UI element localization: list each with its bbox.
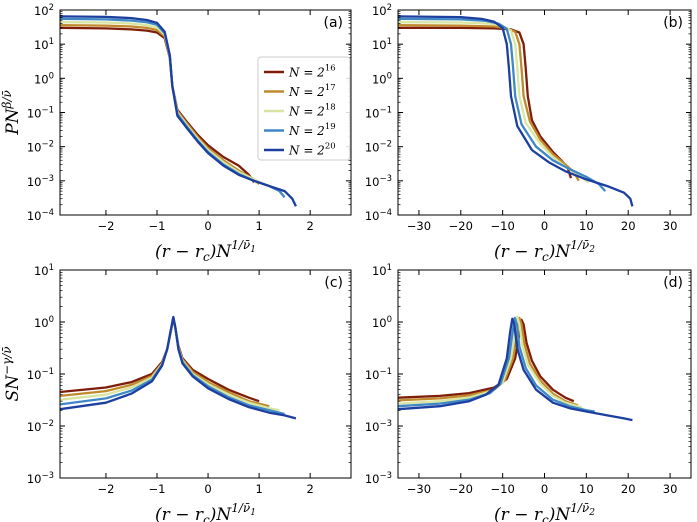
y-axis-label: PNβ/ν̄ (0, 90, 23, 136)
y-tick-label: 101 (34, 37, 54, 52)
x-tick-label: 20 (621, 219, 636, 233)
y-tick-label: 101 (34, 263, 54, 278)
x-tick-label: −10 (491, 219, 515, 233)
series-line-20 (398, 317, 633, 422)
y-tick-label: 10−1 (365, 106, 392, 121)
panel-a: −2 −1 0 1 2 10−4 10−3 10−2 10−1 100 101 102 (a) (r − … (0, 3, 352, 264)
legend-box (257, 56, 351, 161)
series-line-20 (398, 15, 634, 207)
x-tick-label: 0 (204, 482, 211, 496)
x-tick-label: −10 (491, 482, 515, 496)
x-tick-label: 20 (621, 482, 636, 496)
x-tick-label: −30 (407, 482, 431, 496)
x-tick-label: 0 (541, 219, 548, 233)
y-tick-label: 100 (34, 71, 54, 86)
y-tick-label: 10−1 (27, 367, 54, 382)
legend-entry: N = 218 (288, 103, 336, 119)
y-tick-label: 101 (372, 263, 392, 278)
x-tick-label: 10 (579, 219, 594, 233)
series-line-18 (60, 21, 285, 193)
series-line-16 (60, 26, 255, 184)
legend: N = 216 N = 217 N = 218 N = 219 N = 220 (257, 56, 351, 161)
x-tick-label: 10 (579, 482, 594, 496)
y-tick-label: 10−3 (365, 471, 392, 486)
x-tick-label: −2 (97, 219, 114, 233)
series-line-20 (60, 315, 297, 420)
x-tick-label: −1 (149, 482, 166, 496)
y-tick-label: 10−2 (27, 419, 54, 434)
series-line-16 (398, 318, 575, 403)
panel-label: (c) (324, 275, 343, 291)
series-line-17 (398, 316, 579, 407)
series-line-20 (60, 15, 297, 207)
series-line-16 (60, 317, 260, 403)
y-tick-label: 100 (372, 71, 392, 86)
x-tick-label: 2 (306, 219, 313, 233)
y-tick-label: 102 (34, 3, 54, 18)
x-tick-label: 2 (306, 482, 313, 496)
x-tick-label: −1 (149, 219, 166, 233)
x-axis-label: (r − rc)N1/ν̄2 (494, 501, 595, 522)
x-axis-label: (r − rc)N1/ν̄1 (155, 501, 256, 522)
y-tick-label: 10−3 (27, 471, 54, 486)
legend-entry: N = 219 (288, 122, 336, 138)
plot-frame (397, 269, 692, 479)
x-tick-label: −2 (97, 482, 114, 496)
y-tick-label: 10−4 (27, 208, 54, 223)
y-tick-label: 10−1 (27, 106, 54, 121)
y-tick-label: 100 (34, 315, 54, 330)
legend-entry: N = 220 (288, 142, 336, 158)
x-tick-label: 30 (663, 219, 678, 233)
panel-label: (b) (663, 15, 683, 31)
panel-label: (a) (323, 15, 343, 31)
x-tick-label: 30 (663, 482, 678, 496)
x-tick-label: −20 (449, 219, 473, 233)
x-tick-label: −30 (407, 219, 431, 233)
x-tick-label: 0 (541, 482, 548, 496)
y-tick-label: 10−1 (365, 367, 392, 382)
panel-b: −30 −20 −10 0 10 20 30 10−4 10−3 10−2 10−1 100 101 10… (365, 3, 692, 264)
y-tick-label: 10−3 (365, 174, 392, 189)
legend-entry: N = 217 (288, 83, 336, 99)
y-tick-label: 101 (372, 37, 392, 52)
y-axis-label: SN−γ/ν̄ (0, 346, 23, 401)
series-line-19 (60, 17, 286, 199)
legend-entry: N = 216 (288, 64, 336, 80)
x-tick-label: 1 (255, 482, 262, 496)
series-line-16 (398, 26, 572, 179)
plot-frame (397, 9, 692, 216)
panel-d: −30 −20 −10 0 10 20 30 10−3 10−3 10−1 100 101 (d) (r … (365, 263, 692, 522)
y-tick-label: 10−2 (27, 140, 54, 155)
x-tick-label: 0 (204, 219, 211, 233)
series-line-17 (398, 24, 580, 182)
x-axis-label: (r − rc)N1/ν̄2 (494, 238, 595, 264)
x-tick-label: −20 (449, 482, 473, 496)
panel-c: −2 −1 0 1 2 10−3 10−2 10−1 100 101 (c) (r − rc)N1/ν… (0, 263, 352, 522)
x-tick-label: 1 (255, 219, 262, 233)
series-line-19 (398, 17, 607, 192)
series-line-18 (398, 315, 583, 409)
y-tick-label: 102 (372, 3, 392, 18)
y-tick-label: 10−4 (365, 208, 392, 223)
panel-label: (d) (663, 275, 683, 291)
y-tick-label: 10−3 (365, 419, 392, 434)
x-axis-label: (r − rc)N1/ν̄1 (155, 238, 256, 264)
plot-frame (59, 269, 352, 479)
y-tick-label: 10−3 (27, 174, 54, 189)
y-tick-label: 10−2 (365, 140, 392, 155)
y-tick-label: 100 (372, 315, 392, 330)
